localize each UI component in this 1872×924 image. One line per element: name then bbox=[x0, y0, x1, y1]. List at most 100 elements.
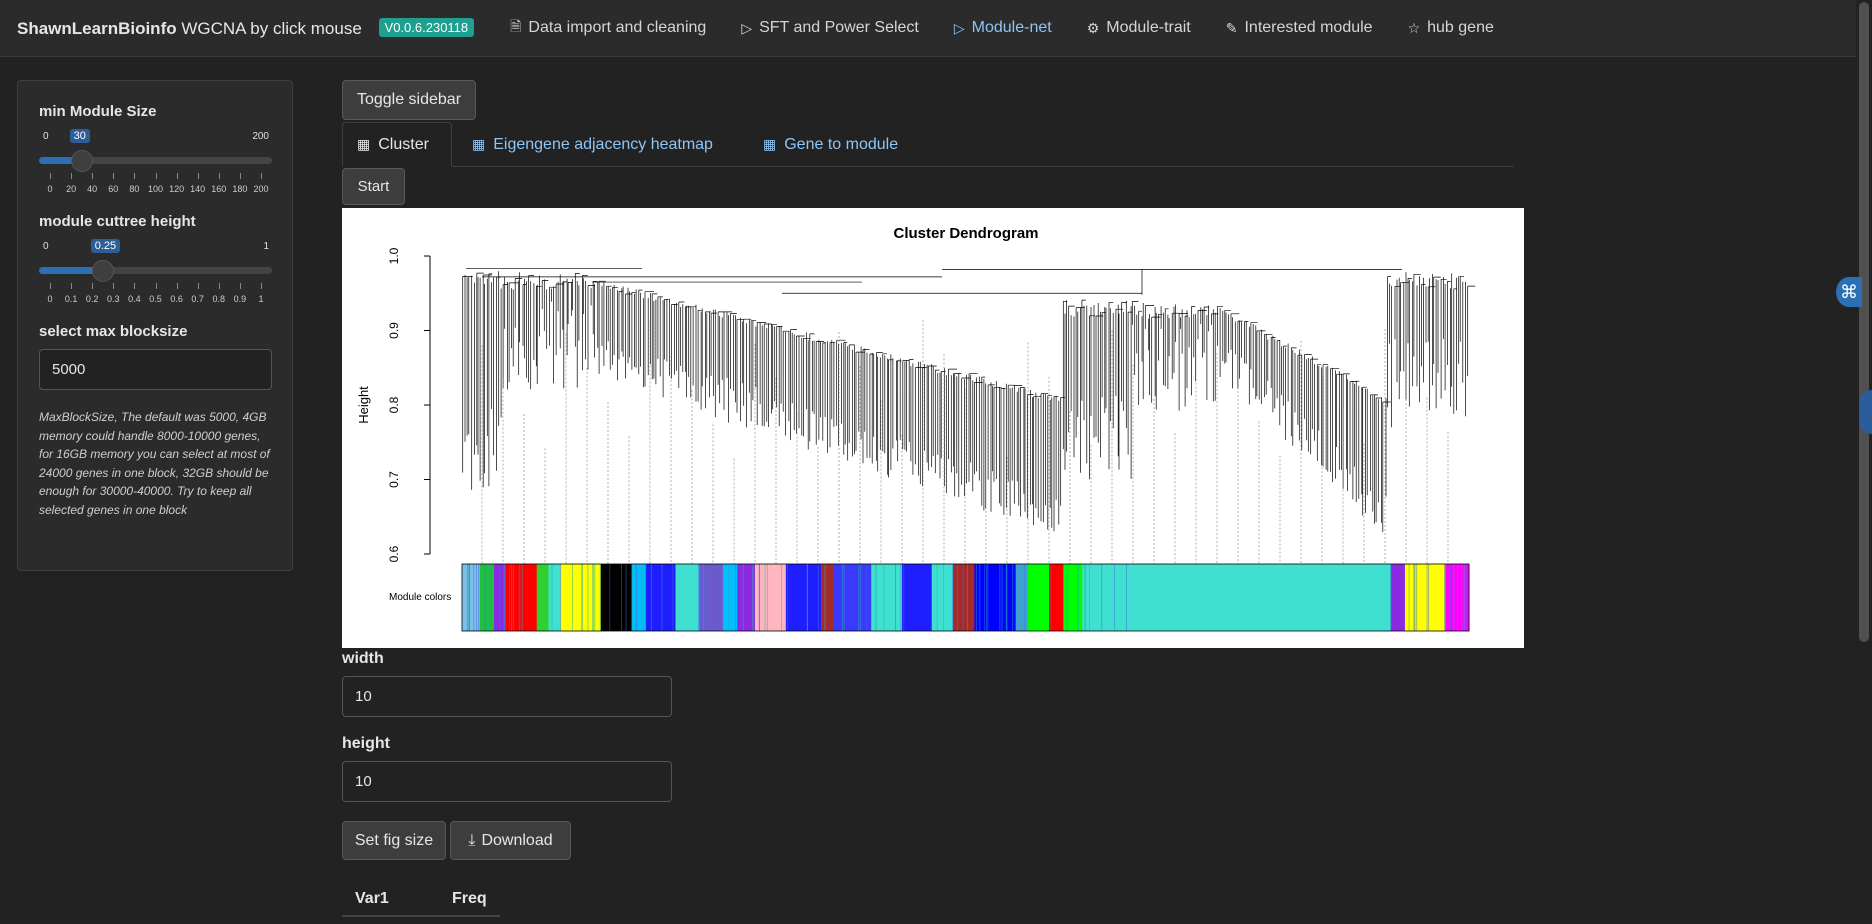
download-button[interactable]: ⤓ Download bbox=[450, 821, 571, 860]
slider-min-label: 0 bbox=[43, 131, 49, 142]
nav-link-hub-gene[interactable]: ☆ hub gene bbox=[1408, 16, 1494, 40]
module-color-segment bbox=[645, 564, 676, 631]
command-icon[interactable]: ⌘ bbox=[1836, 277, 1862, 307]
sidebar-panel: min Module Size 0 200 30 0 20 40 60 80 100 120 1… bbox=[17, 80, 293, 571]
table-icon: ▦ bbox=[357, 136, 371, 152]
nav-link-label: Interested module bbox=[1244, 19, 1373, 36]
slider-tick-label: 0.2 bbox=[85, 294, 99, 304]
module-color-stripe bbox=[1444, 564, 1445, 631]
height-label: height bbox=[342, 735, 390, 752]
module-color-segment bbox=[675, 564, 700, 631]
nav-link-module-trait[interactable]: ⚙ Module-trait bbox=[1087, 16, 1191, 40]
module-color-stripe bbox=[786, 564, 788, 631]
slider-tick-label: 160 bbox=[211, 184, 227, 194]
slider-handle[interactable] bbox=[70, 150, 93, 172]
module-color-stripe bbox=[735, 564, 736, 631]
module-color-segment bbox=[462, 564, 481, 631]
download-label: Download bbox=[481, 831, 553, 849]
module-color-stripe bbox=[883, 564, 885, 631]
module-color-segment bbox=[821, 564, 834, 631]
width-label: width bbox=[342, 650, 384, 667]
dendrogram-cluster bbox=[1217, 305, 1391, 533]
module-color-segment bbox=[1082, 564, 1392, 631]
module-color-stripe bbox=[936, 564, 938, 631]
slider-max-label: 200 bbox=[252, 131, 269, 142]
tab-eigengene-adjacency-heatmap[interactable]: ▦ Eigengene adjacency heatmap bbox=[458, 122, 727, 167]
start-button[interactable]: Start bbox=[342, 168, 405, 205]
table-icon: ▦ bbox=[763, 136, 777, 152]
module-color-stripe bbox=[632, 564, 633, 631]
module-color-stripe bbox=[593, 564, 595, 631]
tab-gene-to-module[interactable]: ▦ Gene to module bbox=[749, 122, 912, 167]
side-drawer-handle[interactable] bbox=[1859, 390, 1872, 434]
module-color-stripe bbox=[984, 564, 986, 631]
module-color-stripe bbox=[1416, 564, 1418, 631]
y-tick-label: 0.7 bbox=[387, 471, 401, 488]
module-color-stripe bbox=[742, 564, 744, 631]
app-brand[interactable]: ShawnLearnBioinfo WGCNA by click mouse V… bbox=[17, 17, 475, 39]
module-color-stripe bbox=[672, 564, 674, 631]
slider-tick bbox=[71, 173, 73, 179]
slider-track bbox=[39, 157, 272, 164]
height-input[interactable]: 10 bbox=[342, 761, 672, 802]
module-color-segment bbox=[536, 564, 549, 631]
tab-cluster[interactable]: ▦ Cluster bbox=[342, 122, 452, 167]
module-color-stripe bbox=[1050, 564, 1052, 631]
module-color-stripe bbox=[599, 564, 601, 631]
module-color-stripe bbox=[625, 564, 627, 631]
nav-link-module-net[interactable]: ▷ Module-net bbox=[954, 16, 1052, 40]
module-color-stripe bbox=[469, 564, 470, 631]
table-icon: ▦ bbox=[472, 136, 486, 152]
slider-tick-label: 0 bbox=[47, 184, 53, 194]
slider-track bbox=[39, 267, 272, 274]
play-circle-icon: ▷ bbox=[953, 19, 965, 36]
slider-tick-label: 60 bbox=[108, 184, 119, 194]
nav-link-sft-and-power-select[interactable]: ▷ SFT and Power Select bbox=[741, 16, 919, 40]
brand-subtitle: WGCNA by click mouse bbox=[181, 18, 362, 38]
module-color-stripe bbox=[1390, 564, 1392, 631]
module-color-stripe bbox=[900, 564, 902, 631]
module-color-stripe bbox=[1067, 564, 1069, 631]
module-color-stripe bbox=[476, 564, 477, 631]
top-navbar: ShawnLearnBioinfo WGCNA by click mouse V… bbox=[0, 0, 1856, 57]
module-color-segment bbox=[754, 564, 787, 631]
cuttree-height-slider[interactable]: 0 1 0.25 0 0.1 0.2 0.3 0.4 0.5 0.6 0.7 0.8 0.9 1 bbox=[39, 239, 272, 304]
module-color-stripe bbox=[703, 564, 705, 631]
slider-min-label: 0 bbox=[43, 241, 49, 252]
module-color-stripe bbox=[1466, 564, 1468, 631]
module-color-bar-border bbox=[461, 563, 1470, 632]
table-header-var1[interactable]: Var1 bbox=[355, 890, 389, 907]
module-color-stripe bbox=[764, 564, 766, 631]
set-fig-size-button[interactable]: Set fig size bbox=[342, 821, 446, 860]
module-color-stripe bbox=[1414, 564, 1416, 631]
star-icon: ☆ bbox=[1407, 19, 1421, 36]
slider-handle[interactable] bbox=[91, 260, 114, 282]
module-color-stripe bbox=[1390, 564, 1391, 631]
module-color-stripe bbox=[1463, 564, 1465, 631]
y-axis-label: Height bbox=[356, 386, 371, 424]
slider-tick-label: 140 bbox=[190, 184, 206, 194]
table-header-freq[interactable]: Freq bbox=[452, 890, 487, 907]
min-module-size-slider[interactable]: 0 200 30 0 20 40 60 80 100 120 140 160 180 200 bbox=[39, 129, 272, 194]
width-input[interactable]: 10 bbox=[342, 676, 672, 717]
module-color-stripe bbox=[858, 564, 860, 631]
module-color-stripe bbox=[1078, 564, 1079, 631]
module-color-stripe bbox=[594, 564, 596, 631]
toggle-sidebar-button[interactable]: Toggle sidebar bbox=[342, 80, 476, 120]
play-circle-icon: ▷ bbox=[741, 19, 753, 36]
module-color-stripe bbox=[876, 564, 878, 631]
module-color-stripe bbox=[979, 564, 981, 631]
module-color-stripe bbox=[512, 564, 514, 631]
scrollbar-thumb[interactable] bbox=[1859, 2, 1869, 642]
blocksize-input[interactable]: 5000 bbox=[39, 349, 272, 390]
nav-link-data-import-and-cleaning[interactable]: 🗎 Data import and cleaning bbox=[510, 16, 706, 40]
module-color-stripe bbox=[1001, 564, 1003, 631]
page-scrollbar[interactable] bbox=[1856, 0, 1872, 924]
dendrogram-cluster bbox=[1387, 272, 1476, 428]
slider-tick bbox=[71, 283, 73, 289]
slider-tick bbox=[176, 283, 178, 289]
slider-value-bubble: 30 bbox=[69, 129, 90, 143]
dendrogram-cluster bbox=[462, 271, 502, 490]
module-color-stripe bbox=[874, 564, 876, 631]
nav-link-interested-module[interactable]: ✎ Interested module bbox=[1226, 16, 1373, 40]
